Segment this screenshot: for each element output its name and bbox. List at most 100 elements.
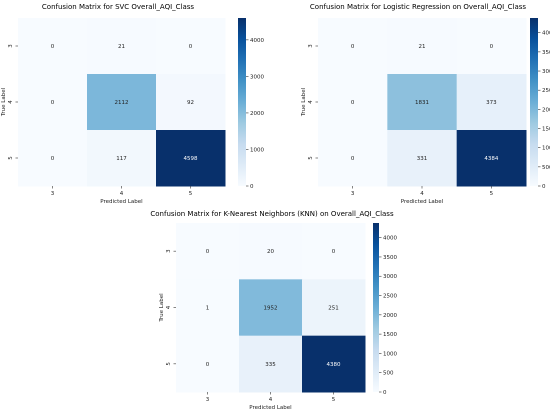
cell-value-label: 2112 xyxy=(115,100,129,106)
y-tick-label: 3 xyxy=(166,249,172,253)
heatmap-cell xyxy=(302,279,366,337)
colorbar-tick-label: 500 xyxy=(383,371,394,377)
cell-value-label: 0 xyxy=(189,44,193,50)
heatmap-cell xyxy=(156,130,226,187)
cell-value-label: 4598 xyxy=(184,156,198,162)
cell-value-label: 373 xyxy=(486,100,497,106)
colorbar-tick-label: 3000 xyxy=(250,74,264,80)
colorbar-tick-label: 1000 xyxy=(250,147,264,153)
y-tick-label: 5 xyxy=(166,362,172,366)
heatmap-cell xyxy=(176,223,240,280)
cell-value-label: 4380 xyxy=(327,362,341,368)
heatmap-cell xyxy=(302,223,366,280)
colorbar xyxy=(238,18,246,186)
colorbar-tick-label: 3000 xyxy=(383,274,397,280)
heatmap-cell xyxy=(456,74,527,131)
colorbar-tick-label: 4000 xyxy=(542,31,550,37)
cell-value-label: 21 xyxy=(118,44,125,50)
cell-value-label: 0 xyxy=(332,249,336,255)
colorbar-tick-label: 3000 xyxy=(542,69,550,75)
heatmap-cell xyxy=(302,335,366,393)
chart-title: Confusion Matrix for Logistic Regression… xyxy=(310,3,526,11)
cell-value-label: 0 xyxy=(206,249,210,255)
colorbar-tick-label: 3500 xyxy=(542,50,550,56)
x-tick-label: 4 xyxy=(120,191,124,197)
colorbar-tick-label: 2500 xyxy=(383,294,397,300)
colorbar-tick-label: 2500 xyxy=(542,88,550,94)
cell-value-label: 1831 xyxy=(415,100,429,106)
colorbar-tick-label: 3500 xyxy=(383,255,397,261)
x-axis-label: Predicted Label xyxy=(100,199,143,205)
cell-value-label: 0 xyxy=(51,156,55,162)
heatmap-cell xyxy=(456,130,527,187)
y-tick-label: 4 xyxy=(166,305,172,309)
colorbar-tick-label: 2000 xyxy=(383,313,397,319)
x-axis-label: Predicted Label xyxy=(401,199,444,205)
cell-value-label: 117 xyxy=(116,156,127,162)
y-tick-label: 3 xyxy=(8,44,14,48)
colorbar-tick-label: 1000 xyxy=(542,146,550,152)
cell-value-label: 0 xyxy=(351,44,355,50)
x-tick-label: 5 xyxy=(332,397,336,403)
colorbar-tick-label: 4000 xyxy=(383,236,397,242)
y-axis-label: True Label xyxy=(159,293,165,323)
y-axis-label: True Label xyxy=(1,87,7,117)
heatmap-cell xyxy=(387,130,458,187)
heatmap-cell xyxy=(239,223,303,280)
colorbar-tick-label: 2000 xyxy=(250,111,264,117)
heatmap-cell xyxy=(456,18,527,75)
heatmap-cell xyxy=(387,74,458,131)
x-axis-label: Predicted Label xyxy=(249,405,292,411)
y-tick-label: 3 xyxy=(308,44,314,48)
x-tick-label: 3 xyxy=(351,191,355,197)
y-tick-label: 4 xyxy=(8,100,14,104)
cell-value-label: 21 xyxy=(419,44,426,50)
chart-title: Confusion Matrix for K-Nearest Neighbors… xyxy=(150,210,394,218)
cell-value-label: 0 xyxy=(351,100,355,106)
heatmap-cell xyxy=(176,335,240,393)
cell-value-label: 331 xyxy=(417,156,428,162)
cell-value-label: 0 xyxy=(351,156,355,162)
heatmap-cell xyxy=(176,279,240,337)
colorbar-tick-label: 1500 xyxy=(383,332,397,338)
cell-value-label: 4384 xyxy=(484,156,498,162)
cell-value-label: 92 xyxy=(187,100,194,106)
heatmap-cell xyxy=(318,130,388,187)
x-tick-label: 4 xyxy=(420,191,424,197)
cell-value-label: 0 xyxy=(206,362,210,368)
heatmap-cell xyxy=(387,18,458,75)
colorbar-tick-label: 2000 xyxy=(542,107,550,113)
cell-value-label: 1952 xyxy=(264,306,278,312)
colorbar-tick-label: 4000 xyxy=(250,38,264,44)
heatmap-cell xyxy=(87,130,157,187)
colorbar-tick-label: 0 xyxy=(250,184,254,190)
cell-value-label: 251 xyxy=(328,306,339,312)
confusion-matrix-panel: Confusion Matrix for Logistic Regression… xyxy=(301,3,550,205)
confusion-matrix-panel: Confusion Matrix for K-Nearest Neighbors… xyxy=(150,210,397,411)
y-tick-label: 5 xyxy=(308,156,314,160)
chart-title: Confusion Matrix for SVC Overall_AQI_Cla… xyxy=(42,3,195,11)
y-tick-label: 4 xyxy=(308,100,314,104)
colorbar-tick-label: 0 xyxy=(383,390,387,396)
colorbar-tick-label: 1000 xyxy=(383,351,397,357)
cell-value-label: 0 xyxy=(51,100,55,106)
heatmap-cell xyxy=(18,18,88,75)
cell-value-label: 0 xyxy=(51,44,55,50)
cell-value-label: 0 xyxy=(490,44,494,50)
y-tick-label: 5 xyxy=(8,156,14,160)
heatmap-cell xyxy=(318,18,388,75)
cell-value-label: 1 xyxy=(206,306,210,312)
cell-value-label: 335 xyxy=(265,362,276,368)
y-axis-label: True Label xyxy=(301,87,307,117)
colorbar-tick-label: 500 xyxy=(542,165,550,171)
x-tick-label: 5 xyxy=(490,191,494,197)
colorbar xyxy=(530,18,538,186)
heatmap-cell xyxy=(18,74,88,131)
colorbar xyxy=(373,223,379,392)
heatmap-cell xyxy=(239,335,303,393)
colorbar-tick-label: 0 xyxy=(542,184,546,190)
x-tick-label: 4 xyxy=(269,397,273,403)
x-tick-label: 3 xyxy=(51,191,55,197)
heatmap-cell xyxy=(87,74,157,131)
